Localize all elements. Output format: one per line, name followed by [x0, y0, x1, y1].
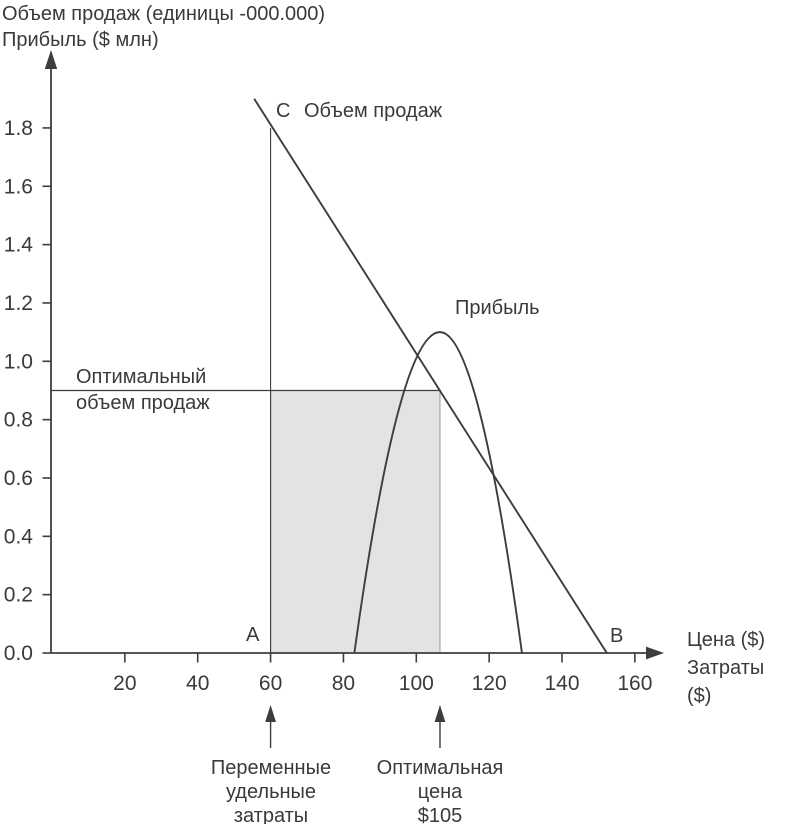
y-axis-title: Объем продаж (единицы -000.000) Прибыль … [2, 3, 326, 51]
y-tick-label: 0.6 [4, 467, 33, 490]
x-tick-label: 60 [259, 672, 282, 695]
sales-volume-line-label: Объем продаж [304, 100, 443, 122]
sales-volume-line [253, 98, 608, 654]
y-axis-arrow-icon [44, 50, 58, 69]
x-tick-label: 20 [113, 672, 136, 695]
optimal-price-annotation: Оптимальная цена $105 [376, 757, 504, 824]
x-axis-title: Цена ($) Затраты ($) [687, 629, 766, 707]
point-b-label: B [610, 625, 624, 647]
x-axis-arrow-icon [646, 646, 664, 660]
y-tick-label: 1.2 [4, 292, 33, 315]
variable-cost-arrow-icon [265, 705, 276, 722]
optimal-revenue-region [270, 389, 441, 654]
x-tick-label: 160 [617, 672, 652, 695]
point-c-label: C [276, 100, 291, 122]
optimal-price-arrow-icon [434, 705, 446, 722]
y-tick-label: 1.0 [4, 350, 33, 373]
x-tick-label: 80 [332, 672, 355, 695]
y-tick-label: 0.0 [4, 642, 33, 665]
y-tick-label: 0.8 [4, 409, 33, 432]
x-tick-label: 40 [186, 672, 209, 695]
profit-curve [353, 331, 523, 654]
point-a-label: A [246, 624, 260, 646]
variable-unit-cost-annotation: Переменные удельные затраты [210, 757, 332, 824]
x-tick-label: 140 [544, 672, 579, 695]
profit-curve-label: Прибыль [455, 297, 540, 319]
x-tick-label: 120 [472, 672, 507, 695]
y-tick-label: 0.2 [4, 584, 33, 607]
x-tick-label: 100 [399, 672, 434, 695]
y-tick-label: 1.8 [4, 117, 33, 140]
y-tick-label: 0.4 [4, 525, 34, 548]
y-tick-label: 1.6 [4, 175, 33, 198]
optimal-volume-label: Оптимальный объем продаж [76, 366, 210, 414]
y-tick-label: 1.4 [4, 234, 34, 257]
